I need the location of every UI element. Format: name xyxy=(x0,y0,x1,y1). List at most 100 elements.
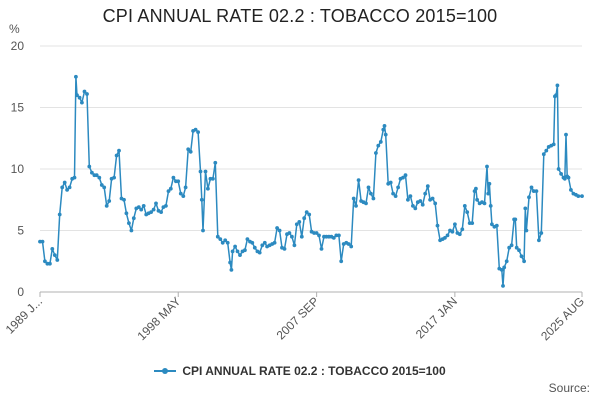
data-point[interactable] xyxy=(229,268,234,272)
data-point[interactable] xyxy=(302,216,307,221)
data-point[interactable] xyxy=(564,132,568,137)
data-point[interactable] xyxy=(346,242,351,246)
data-point[interactable] xyxy=(250,240,255,245)
data-point[interactable] xyxy=(522,259,526,264)
data-point[interactable] xyxy=(171,175,176,180)
data-point[interactable] xyxy=(114,153,119,158)
data-point[interactable] xyxy=(443,236,447,240)
data-point[interactable] xyxy=(112,175,116,180)
data-point[interactable] xyxy=(319,247,324,251)
data-point[interactable] xyxy=(569,188,573,192)
data-point[interactable] xyxy=(168,186,173,191)
data-point[interactable] xyxy=(487,181,492,186)
data-point[interactable] xyxy=(203,169,208,174)
data-point[interactable] xyxy=(513,217,518,222)
data-point[interactable] xyxy=(527,195,531,200)
data-point[interactable] xyxy=(566,175,571,180)
data-point[interactable] xyxy=(351,196,356,201)
data-point[interactable] xyxy=(349,244,354,249)
data-point[interactable] xyxy=(453,222,457,227)
data-point[interactable] xyxy=(401,175,405,180)
data-point[interactable] xyxy=(403,173,408,178)
data-point[interactable] xyxy=(57,212,62,217)
data-point[interactable] xyxy=(67,185,72,190)
data-point[interactable] xyxy=(297,220,302,224)
data-point[interactable] xyxy=(580,194,584,199)
data-point[interactable] xyxy=(531,189,536,194)
data-point[interactable] xyxy=(317,233,321,238)
data-point[interactable] xyxy=(369,191,373,196)
data-point[interactable] xyxy=(331,236,336,240)
data-point[interactable] xyxy=(188,149,193,154)
data-point[interactable] xyxy=(529,185,534,190)
data-point[interactable] xyxy=(406,197,410,202)
data-point[interactable] xyxy=(282,247,287,251)
data-point[interactable] xyxy=(435,223,440,228)
data-point[interactable] xyxy=(149,210,154,215)
data-point[interactable] xyxy=(433,201,438,206)
data-point[interactable] xyxy=(72,175,77,180)
data-point[interactable] xyxy=(243,248,247,253)
data-point[interactable] xyxy=(490,222,494,227)
data-point[interactable] xyxy=(337,233,341,238)
data-point[interactable] xyxy=(517,248,521,253)
data-point[interactable] xyxy=(235,249,240,254)
data-point[interactable] xyxy=(225,240,230,245)
data-point[interactable] xyxy=(131,216,136,221)
data-point[interactable] xyxy=(74,74,78,79)
data-point[interactable] xyxy=(206,186,210,191)
data-point[interactable] xyxy=(183,185,188,190)
data-point[interactable] xyxy=(408,194,413,199)
data-point[interactable] xyxy=(124,211,129,216)
data-point[interactable] xyxy=(252,245,257,250)
data-point[interactable] xyxy=(257,250,262,255)
data-point[interactable] xyxy=(354,204,358,208)
data-point[interactable] xyxy=(186,147,191,152)
data-point[interactable] xyxy=(307,212,312,217)
data-point[interactable] xyxy=(502,265,507,270)
data-point[interactable] xyxy=(292,243,297,248)
data-point[interactable] xyxy=(178,191,183,196)
data-point[interactable] xyxy=(60,185,65,190)
data-point[interactable] xyxy=(94,173,99,178)
data-point[interactable] xyxy=(117,148,121,153)
data-point[interactable] xyxy=(494,223,499,228)
data-point[interactable] xyxy=(509,243,514,248)
data-point[interactable] xyxy=(396,185,400,190)
data-point[interactable] xyxy=(465,210,470,215)
data-point[interactable] xyxy=(104,204,109,208)
data-point[interactable] xyxy=(383,132,388,137)
data-point[interactable] xyxy=(181,194,186,199)
data-point[interactable] xyxy=(211,176,215,181)
data-point[interactable] xyxy=(230,249,235,254)
data-point[interactable] xyxy=(314,231,319,235)
data-point[interactable] xyxy=(99,183,104,187)
data-point[interactable] xyxy=(48,261,52,266)
data-point[interactable] xyxy=(519,254,524,259)
data-point[interactable] xyxy=(290,234,294,239)
data-point[interactable] xyxy=(391,191,395,196)
data-point[interactable] xyxy=(65,188,69,192)
data-point[interactable] xyxy=(272,240,277,245)
data-point[interactable] xyxy=(485,164,489,169)
data-point[interactable] xyxy=(126,221,131,226)
data-point[interactable] xyxy=(275,226,279,230)
data-point[interactable] xyxy=(460,227,465,232)
data-point[interactable] xyxy=(75,93,79,98)
data-point[interactable] xyxy=(223,238,228,243)
data-point[interactable] xyxy=(201,228,205,233)
data-point[interactable] xyxy=(97,175,102,180)
data-point[interactable] xyxy=(233,244,238,249)
data-point[interactable] xyxy=(393,194,398,199)
data-point[interactable] xyxy=(371,196,376,201)
data-point[interactable] xyxy=(122,197,126,202)
data-point[interactable] xyxy=(299,234,304,239)
data-point[interactable] xyxy=(366,185,371,190)
data-point[interactable] xyxy=(151,207,156,212)
data-point[interactable] xyxy=(277,228,282,233)
data-point[interactable] xyxy=(40,239,45,244)
data-point[interactable] xyxy=(556,167,561,171)
data-point[interactable] xyxy=(139,207,144,212)
data-point[interactable] xyxy=(213,160,218,165)
data-point[interactable] xyxy=(504,259,509,264)
